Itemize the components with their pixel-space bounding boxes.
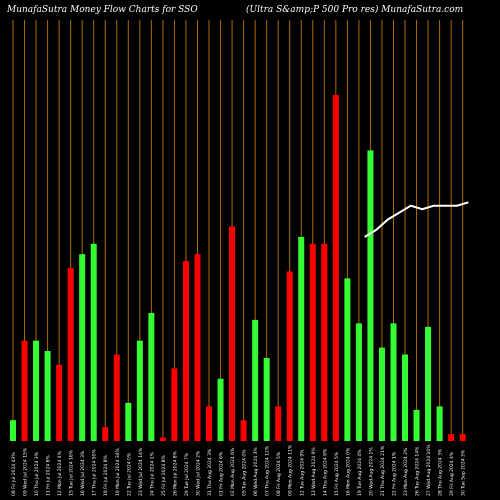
bar: [10, 420, 16, 441]
x-tick-label: 02 Mon Aug 2024 6%: [230, 447, 236, 496]
bar: [171, 368, 178, 441]
bar: [67, 268, 74, 441]
x-tick-label: 07 Thu Aug 2024 12%: [265, 445, 271, 496]
bar: [332, 95, 339, 441]
x-tick-label: 12 Tue Aug 2024 9%: [299, 449, 305, 496]
bar: [33, 340, 40, 441]
x-tick-label: 01 Fri Aug 2024 6%: [219, 451, 225, 496]
x-tick-label: 24 Thu Jul 2024 1%: [149, 451, 155, 496]
bar: [79, 254, 86, 441]
bar: [159, 437, 166, 441]
bar: [286, 271, 293, 441]
x-tick-label: 30 Tue Sep 2024 3%: [461, 449, 467, 496]
x-tick-label: 13 Wed Aug 2024 9%: [311, 447, 317, 496]
chart-title-right: (Ultra S&amp;P 500 Pro res) MunafaSutra.…: [246, 5, 464, 15]
bar: [56, 364, 63, 441]
x-tick-label: 29 Fri Aug 2024 4%: [449, 451, 455, 496]
x-tick-label: 09 Wed Jul 2024 15%: [23, 447, 29, 496]
bar: [309, 243, 316, 441]
x-tick-label: 16 Wed Jul 2024 3%: [80, 450, 86, 496]
x-tick-label: 30 Wed Jul 2024 2%: [195, 450, 201, 496]
x-tick-label: 06 Wed Aug 2024 3%: [253, 447, 259, 496]
bar: [182, 261, 189, 441]
bar: [102, 427, 109, 441]
x-tick-label: 28 Thu Aug 2024 3%: [438, 448, 444, 496]
x-tick-label: 25 Fri Jul 2024 8%: [161, 454, 167, 496]
bar: [448, 434, 455, 441]
bar: [275, 406, 282, 441]
x-tick-label: 15 Tue Jul 2024 16%: [69, 449, 75, 496]
x-tick-label: 29 Tue Jul 2024 7%: [184, 452, 190, 496]
bar: [240, 420, 247, 441]
bar: [252, 319, 259, 441]
x-tick-label: 31 Thu Aug 2024 3%: [207, 448, 213, 496]
x-tick-label: 26 Mon Jul 2024 8%: [172, 450, 178, 496]
bar: [21, 340, 28, 441]
bar: [367, 150, 374, 442]
bar: [344, 278, 351, 441]
x-tick-label: 23 Mon Aug 2024 2%: [403, 447, 409, 496]
bar: [148, 312, 155, 441]
x-tick-label: 08 Fri Jul 2024 43%: [11, 452, 17, 496]
bar: [113, 354, 120, 441]
x-tick-label: 10 Thu Jul 2024 3%: [34, 451, 40, 496]
x-tick-label: 12 Mon Jul 2024 4%: [57, 450, 63, 496]
x-tick-label: 09 Mon Aug 2024 11%: [288, 444, 294, 496]
x-tick-label: 26 Tue Aug 2024 14%: [415, 446, 421, 496]
x-tick-label: 11 Fri Jul 2024 8%: [46, 454, 52, 496]
bar: [136, 340, 143, 441]
x-tick-label: 21 Thu Aug 2024 21%: [380, 445, 386, 496]
bar: [390, 323, 397, 441]
bar: [321, 243, 328, 441]
x-tick-label: 23 Wed Jul 2024 14%: [138, 447, 144, 496]
x-tick-label: 18 Fri Jul 2024 8%: [103, 454, 109, 496]
x-tick-label: 22 Tue Jul 2024 0%: [126, 452, 132, 496]
x-tick-label: 19 Tue Aug 2024 4%: [357, 449, 363, 496]
x-tick-label: 16 Mon Aug 2024 0%: [345, 447, 351, 496]
bar: [413, 409, 420, 441]
x-tick-label: 19 Mon Jul 2024 34%: [115, 447, 121, 496]
bar: [298, 236, 305, 441]
bar: [44, 351, 51, 441]
bar: [459, 434, 466, 441]
bar: [263, 357, 270, 441]
bar: [229, 226, 236, 441]
x-tick-label: 15 Fri Aug 2024 5%: [334, 451, 340, 496]
x-tick-label: 05 Tue Aug 2024 0%: [242, 449, 248, 496]
bar: [436, 406, 443, 441]
x-tick-label: 22 Fri Aug 2024 1%: [391, 451, 397, 496]
x-tick-label: 08 Fri Aug 2024 5%: [276, 451, 282, 496]
x-tick-label: 14 Thu Aug 2024 8%: [322, 448, 328, 496]
x-tick-label: 17 Thu Jul 2024 50%: [92, 448, 98, 496]
bar: [90, 243, 97, 441]
bar: [217, 378, 224, 441]
x-tick-label: 20 Wed Aug 2024 1%: [368, 447, 374, 496]
bar: [355, 323, 362, 441]
bar: [206, 406, 213, 441]
overlay-line: [364, 201, 469, 238]
bar: [425, 326, 432, 441]
bar: [378, 347, 385, 441]
bar: [125, 402, 132, 441]
bar: [402, 354, 409, 441]
bar: [194, 254, 201, 441]
chart-title-left: MunafaSutra Money Flow Charts for SSO: [7, 5, 198, 15]
x-tick-label: 27 Wed Aug 2024 10%: [426, 444, 432, 496]
